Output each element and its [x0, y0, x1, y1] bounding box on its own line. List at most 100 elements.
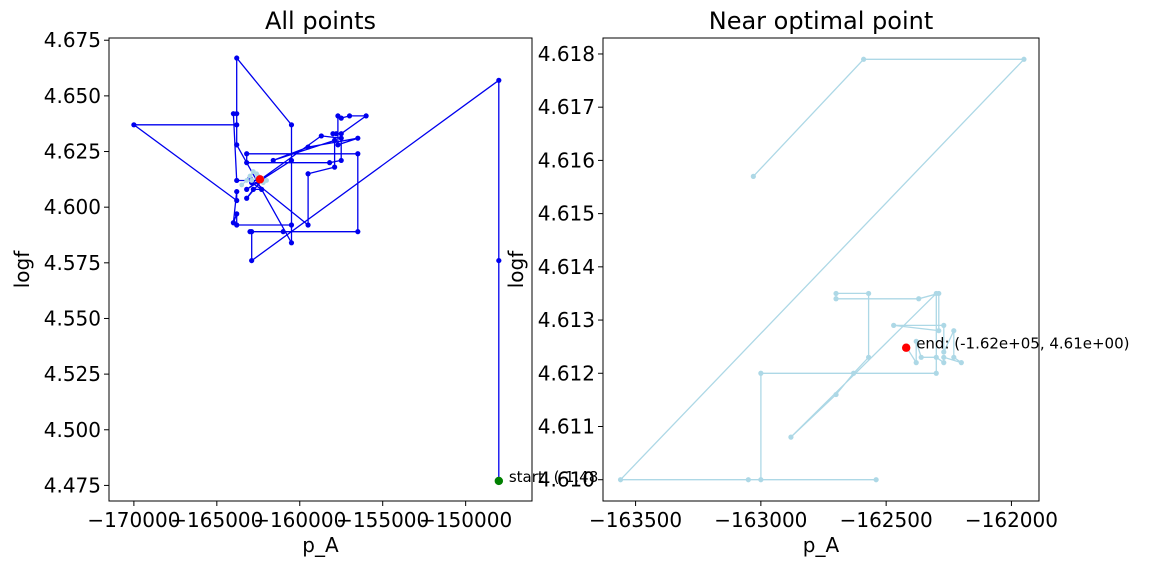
- series-line: [131, 56, 500, 481]
- data-point: [496, 257, 502, 264]
- x-tick-label: −163000: [714, 508, 807, 532]
- plot-area: [131, 55, 502, 484]
- data-point: [918, 354, 924, 360]
- y-tick-label: 4.525: [44, 362, 101, 386]
- y-tick-label: 4.625: [44, 140, 101, 164]
- x-tick-label: −170000: [87, 508, 180, 532]
- end-label: end: (-1.62e+05, 4.61e+00): [916, 335, 1129, 353]
- data-point: [788, 434, 794, 440]
- data-point: [355, 135, 361, 141]
- data-point: [288, 222, 295, 228]
- data-point: [338, 131, 344, 137]
- y-tick-label: 4.610: [538, 468, 595, 492]
- data-point: [270, 157, 276, 164]
- near-point: [264, 178, 269, 183]
- y-tick-label: 4.500: [44, 418, 101, 442]
- data-point: [332, 164, 338, 170]
- data-point: [750, 173, 756, 179]
- near-point: [239, 182, 245, 188]
- data-point: [250, 186, 256, 192]
- start-label: start: (-1.48: [509, 468, 598, 486]
- data-point: [833, 296, 839, 302]
- plot-area: [617, 56, 1027, 483]
- data-point: [617, 477, 624, 483]
- y-tick-label: 4.650: [44, 84, 101, 108]
- data-point: [318, 133, 324, 139]
- data-point: [234, 122, 240, 128]
- data-point: [244, 151, 250, 157]
- data-point: [758, 477, 764, 483]
- y-tick-label: 4.617: [538, 95, 595, 119]
- panel-near-optimal: end: (-1.62e+05, 4.61e+00) −163500 −163000…: [504, 7, 1129, 557]
- data-point: [941, 349, 947, 355]
- y-tick-label: 4.600: [44, 195, 101, 219]
- data-point: [305, 171, 311, 177]
- data-point: [234, 177, 240, 184]
- data-point: [941, 354, 947, 360]
- data-point: [891, 322, 897, 328]
- near-point: [244, 178, 250, 183]
- data-point: [249, 257, 255, 264]
- data-point: [951, 328, 957, 334]
- data-point: [933, 354, 939, 360]
- data-point: [230, 220, 237, 226]
- data-point: [346, 113, 353, 119]
- data-point: [1021, 56, 1027, 62]
- y-tick-label: 4.613: [538, 308, 595, 332]
- data-point: [860, 56, 867, 62]
- y-tick-label: 4.616: [538, 148, 595, 172]
- data-point: [866, 354, 872, 360]
- data-point: [234, 197, 240, 204]
- data-point: [244, 195, 250, 201]
- y-tick-label: 4.612: [538, 361, 595, 385]
- data-point: [335, 142, 341, 148]
- panel-all-points: start: (-1.48 −170000−165000−160000−15500…: [10, 7, 598, 557]
- data-point: [338, 135, 344, 141]
- start-marker: [494, 476, 504, 486]
- data-point: [234, 211, 240, 217]
- axes-frame: [602, 37, 1040, 502]
- data-point: [305, 222, 311, 228]
- x-tick-label: −163500: [589, 508, 682, 532]
- data-point: [355, 229, 361, 235]
- near-point: [247, 173, 253, 179]
- y-tick-label: 4.615: [538, 202, 595, 226]
- x-axis-label: p_A: [302, 533, 339, 557]
- data-point: [873, 477, 879, 483]
- data-point: [288, 240, 295, 246]
- data-point: [913, 338, 919, 344]
- data-point: [916, 296, 922, 302]
- data-point: [941, 322, 947, 328]
- data-point: [244, 186, 250, 192]
- x-tick-label: −162000: [965, 508, 1058, 532]
- near-point: [249, 178, 255, 183]
- data-point: [327, 160, 333, 166]
- data-point: [244, 160, 250, 166]
- data-point: [338, 115, 344, 121]
- y-tick-label: 4.550: [44, 306, 101, 330]
- data-point: [866, 290, 872, 297]
- data-point: [230, 111, 237, 117]
- data-point: [936, 290, 942, 297]
- data-point: [259, 186, 265, 192]
- data-point: [758, 370, 764, 376]
- data-point: [933, 370, 939, 376]
- y-tick-label: 4.614: [538, 255, 595, 279]
- chart-title: All points: [265, 7, 376, 35]
- data-point: [280, 229, 286, 235]
- y-tick-label: 4.575: [44, 251, 101, 275]
- data-point: [363, 113, 369, 119]
- y-tick-label: 4.475: [44, 473, 101, 497]
- x-tick-label: −155000: [336, 508, 429, 532]
- data-point: [936, 328, 942, 334]
- data-point: [745, 477, 751, 483]
- data-point: [234, 188, 240, 195]
- data-point: [338, 157, 344, 164]
- x-tick-label: −150000: [419, 508, 512, 532]
- data-point: [288, 122, 295, 128]
- y-tick-label: 4.618: [538, 42, 595, 66]
- data-point: [958, 360, 964, 366]
- data-point: [131, 122, 137, 128]
- x-tick-label: −165000: [170, 508, 263, 532]
- y-axis-label: logf: [504, 250, 528, 288]
